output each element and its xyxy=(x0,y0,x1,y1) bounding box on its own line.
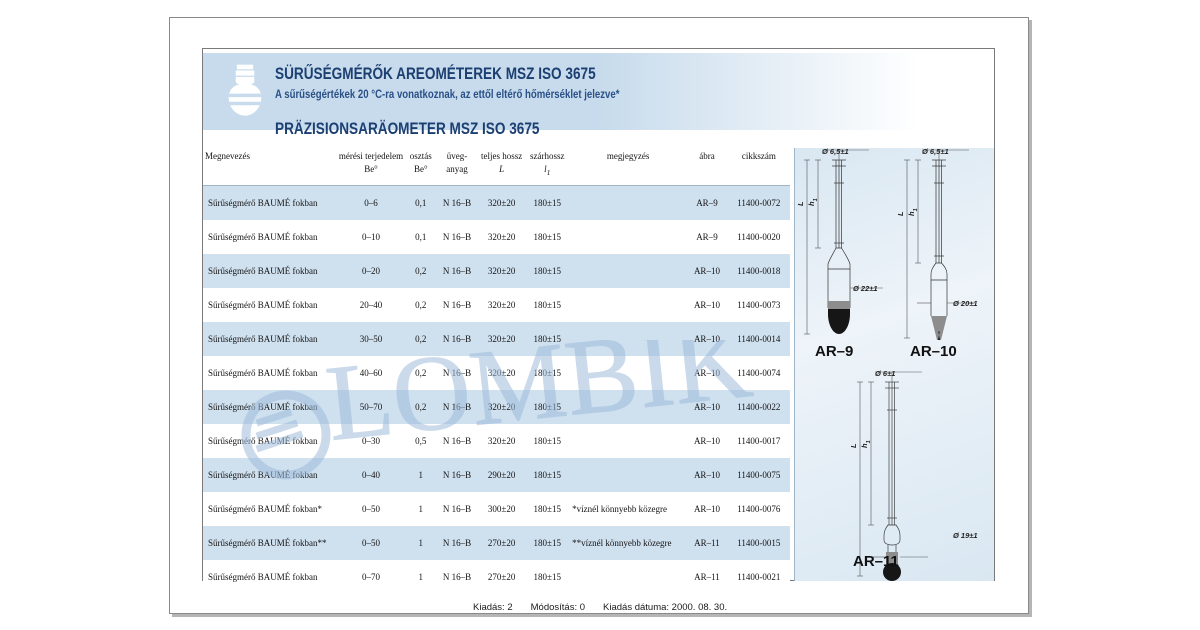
svg-text:AR–9: AR–9 xyxy=(815,343,853,360)
svg-text:Ø 6,5±1: Ø 6,5±1 xyxy=(922,148,949,156)
svg-text:Ø 20±1: Ø 20±1 xyxy=(953,299,978,308)
svg-text:AR–11: AR–11 xyxy=(853,553,899,570)
svg-text:L: L xyxy=(796,201,805,206)
svg-text:L: L xyxy=(849,443,858,448)
svg-text:h1: h1 xyxy=(860,440,872,448)
svg-text:Ø 6,5±1: Ø 6,5±1 xyxy=(822,148,849,156)
svg-text:AR–10: AR–10 xyxy=(910,343,957,360)
svg-text:h1: h1 xyxy=(807,198,819,206)
svg-text:h1: h1 xyxy=(907,208,919,216)
svg-text:Ø 6±1: Ø 6±1 xyxy=(875,369,895,378)
svg-text:Ø 22±1: Ø 22±1 xyxy=(853,284,878,293)
svg-text:Ø 19±1: Ø 19±1 xyxy=(953,531,978,540)
svg-text:L: L xyxy=(896,211,905,216)
